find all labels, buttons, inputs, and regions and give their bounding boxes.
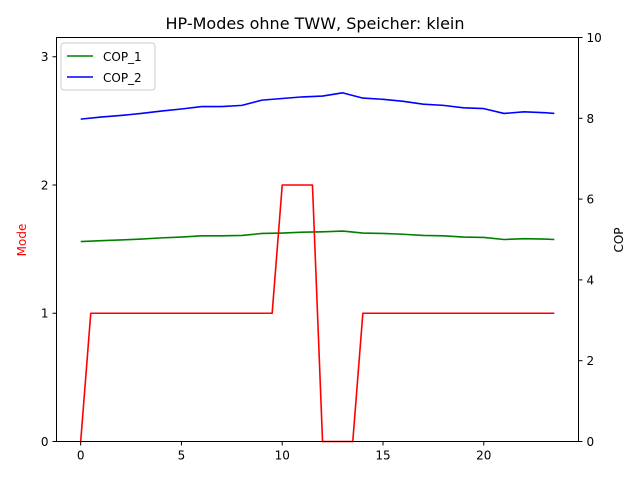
x-tick-label: 15 [375, 449, 390, 463]
legend: COP_1 COP_2 [60, 42, 156, 91]
right-tick-label: 8 [587, 112, 595, 126]
left-tick-label: 2 [41, 178, 49, 192]
right-tick-label: 0 [587, 435, 595, 449]
series-line-cop-1 [80, 230, 555, 243]
right-tick-label: 10 [587, 31, 602, 45]
series-line-cop-2 [80, 92, 555, 120]
left-tick-label: 3 [41, 50, 49, 64]
series-line-mode [79, 184, 555, 443]
right-tick-label: 6 [587, 193, 595, 207]
right-y-axis: 0 2 4 6 8 10 [578, 31, 602, 449]
series-lines [79, 92, 555, 443]
left-axis-label: Mode [15, 224, 29, 257]
left-y-axis: 0 1 2 3 [41, 50, 57, 449]
plot-frame [56, 37, 579, 442]
legend-box [60, 42, 156, 91]
left-tick-label: 1 [41, 307, 49, 321]
legend-label-cop2: COP_2 [103, 71, 142, 85]
x-tick-label: 5 [178, 449, 186, 463]
x-axis: 0 5 10 15 20 [77, 441, 491, 463]
chart-title: HP-Modes ohne TWW, Speicher: klein [166, 14, 465, 33]
x-tick-label: 0 [77, 449, 85, 463]
x-tick-label: 20 [476, 449, 491, 463]
right-axis-label: COP [612, 227, 626, 252]
right-tick-label: 2 [587, 354, 595, 368]
legend-label-cop1: COP_1 [103, 50, 142, 64]
right-tick-label: 4 [587, 273, 595, 287]
x-tick-label: 10 [275, 449, 290, 463]
left-tick-label: 0 [41, 435, 49, 449]
